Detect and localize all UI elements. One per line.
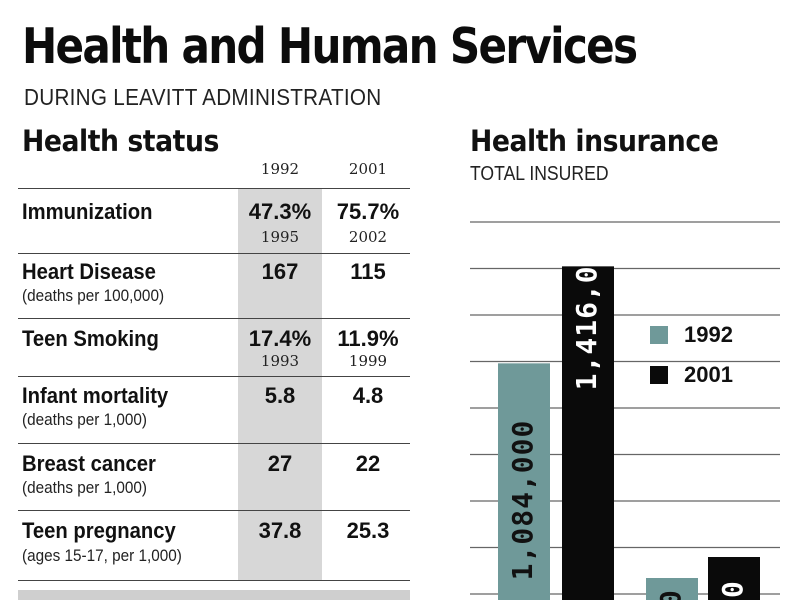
bar-1992-2 xyxy=(646,578,698,600)
value-1992: 5.8 xyxy=(264,383,296,408)
bar-1992-1 xyxy=(498,363,550,600)
bar-data-label: 0 xyxy=(654,589,687,600)
chart-subtitle: TOTAL INSURED xyxy=(470,163,609,185)
bar-data-label: 00 xyxy=(716,580,749,600)
row-label-teen-pregnancy: Teen pregnancy xyxy=(22,518,176,543)
legend-label-1992: 1992 xyxy=(684,322,733,347)
row-label-infant-mortality: Infant mortality xyxy=(22,383,169,408)
row-label-immunization: Immunization xyxy=(22,199,153,224)
value-1992-note: 1995 xyxy=(260,228,300,246)
value-2001: 75.7% xyxy=(336,199,400,224)
value-1992: 27 xyxy=(267,451,293,476)
value-1992: 37.8 xyxy=(258,518,302,543)
bar-data-label: 1,416,000 xyxy=(570,230,603,391)
value-2001: 11.9% xyxy=(337,326,399,351)
bar-data-label: 1,084,000 xyxy=(506,420,539,581)
row-divider xyxy=(18,510,410,511)
legend-swatch-2001 xyxy=(650,366,668,384)
table-footer-bar xyxy=(18,590,410,600)
value-1992: 47.3% xyxy=(248,199,312,224)
row-label-breast-cancer: Breast cancer xyxy=(22,451,156,476)
value-1992: 167 xyxy=(261,259,299,284)
row-sublabel: (deaths per 100,000) xyxy=(22,286,165,305)
legend-swatch-1992 xyxy=(650,326,668,344)
row-sublabel: (deaths per 1,000) xyxy=(22,478,148,497)
row-divider xyxy=(18,376,410,377)
row-divider xyxy=(18,443,410,444)
legend-label-2001: 2001 xyxy=(684,362,733,387)
bar-2001-2 xyxy=(708,557,760,600)
page-subtitle: DURING LEAVITT ADMINISTRATION xyxy=(24,84,382,110)
row-divider xyxy=(18,253,410,254)
year-2001-header: 2001 xyxy=(348,160,388,178)
row-sublabel: (deaths per 1,000) xyxy=(22,410,148,429)
value-2001: 115 xyxy=(350,259,386,284)
page-title: Health and Human Services xyxy=(22,18,638,75)
row-sublabel: (ages 15-17, per 1,000) xyxy=(22,546,182,565)
row-label-teen-smoking: Teen Smoking xyxy=(22,326,159,351)
row-label-heart-disease: Heart Disease xyxy=(22,259,156,284)
health-status-title: Health status xyxy=(22,124,219,158)
value-1992: 17.4% xyxy=(248,326,312,351)
value-2001-note: 1999 xyxy=(348,352,388,370)
row-divider xyxy=(18,580,410,581)
bar-2001-1 xyxy=(562,266,614,600)
chart-title: Health insurance xyxy=(470,124,719,158)
value-2001: 22 xyxy=(355,451,381,476)
value-2001-note: 2002 xyxy=(348,228,388,246)
value-2001: 25.3 xyxy=(346,518,390,543)
value-1992-note: 1993 xyxy=(260,352,300,370)
value-2001: 4.8 xyxy=(352,383,384,408)
row-divider xyxy=(18,318,410,319)
year-1992-header: 1992 xyxy=(260,160,300,178)
row-divider xyxy=(18,188,410,189)
